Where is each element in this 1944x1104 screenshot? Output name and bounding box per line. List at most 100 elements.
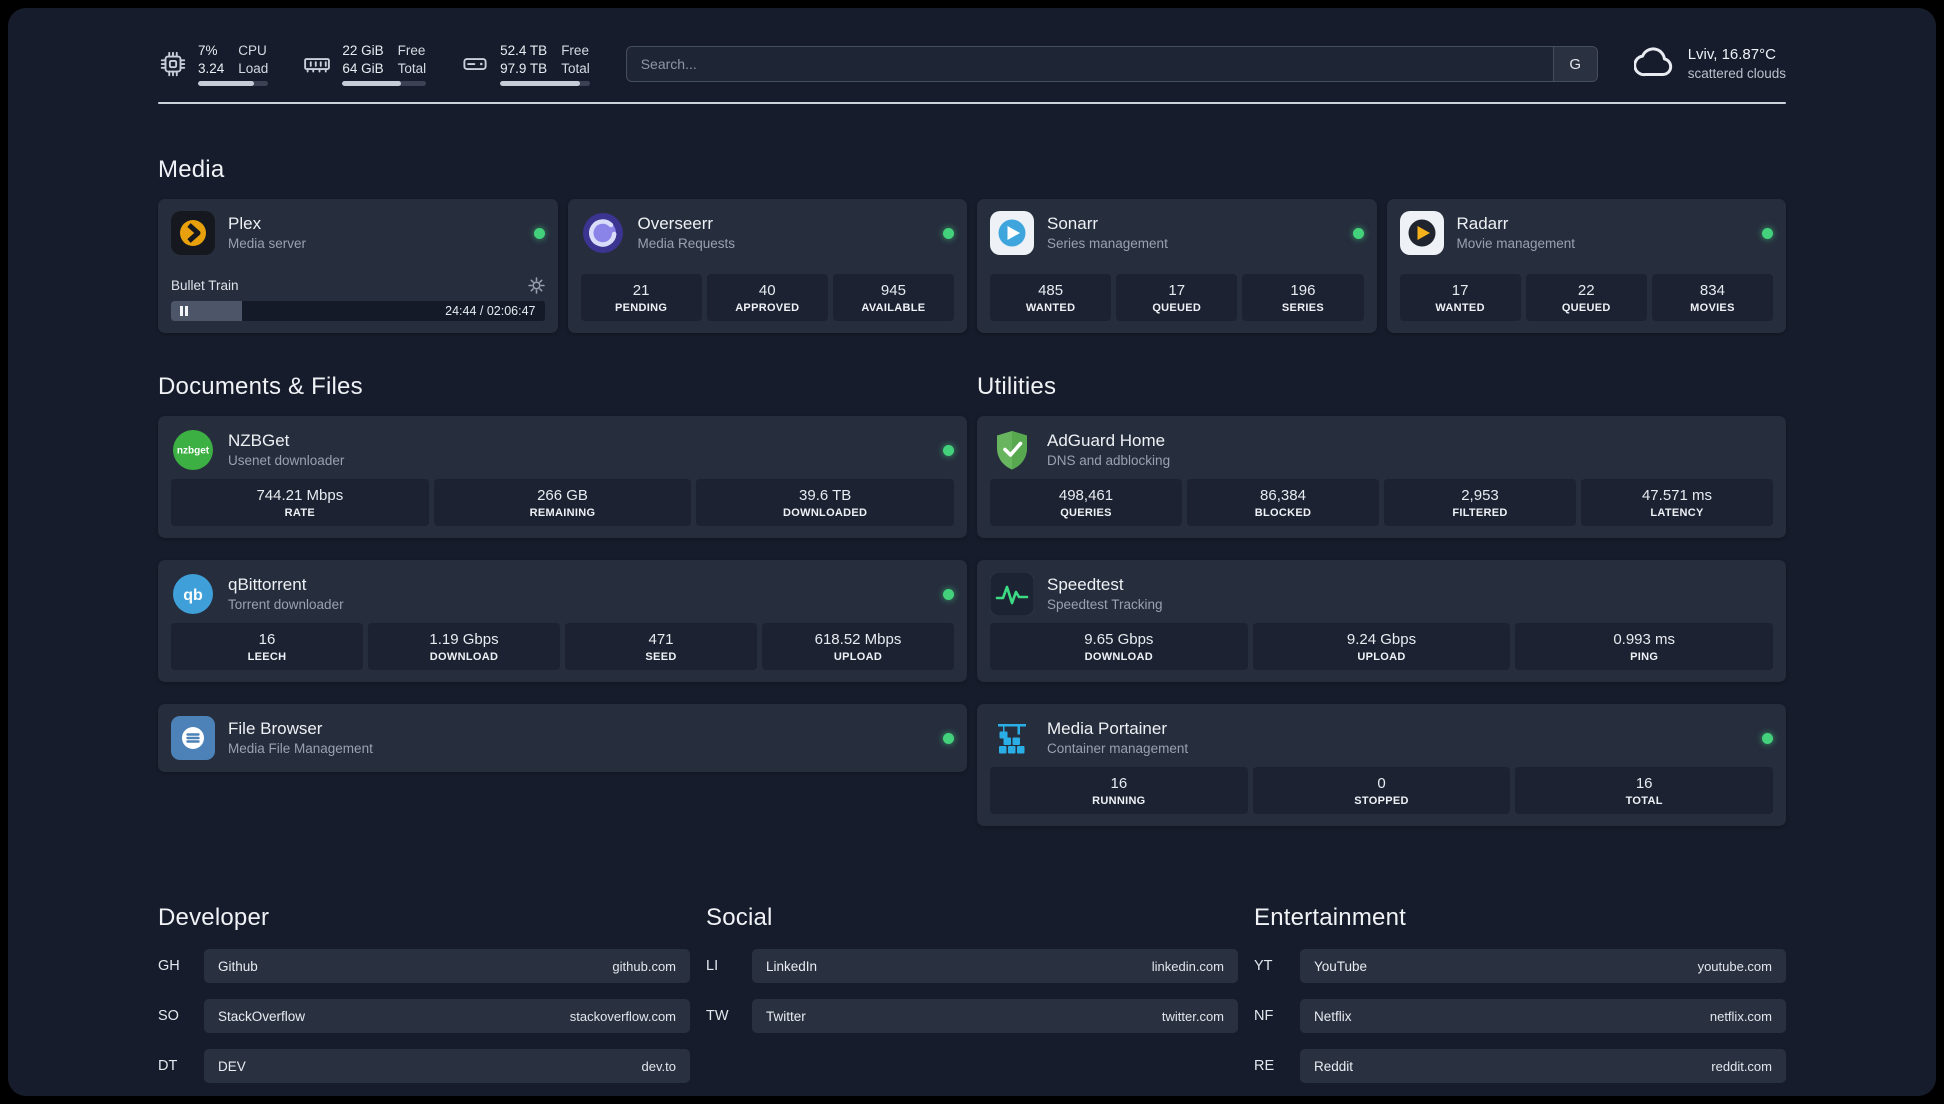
search-engine-button[interactable]: G [1552,47,1597,82]
pause-icon[interactable] [180,306,188,317]
disk-monitor: 52.4 TB 97.9 TB Free Total [460,42,590,87]
cpu-label-1: CPU [238,43,267,58]
weather-condition: scattered clouds [1687,66,1786,82]
stat-value: 266 GB [537,487,588,505]
bookmark-url: github.com [612,958,676,974]
disk-total-value: 97.9 TB [500,60,548,76]
stat-label: UPLOAD [833,651,883,664]
top-bar: 7% 3.24 CPU Load [158,42,1786,87]
stat-value: 16 [1635,775,1653,793]
bookmark-row: TW Twitter twitter.com [706,999,1238,1034]
speedtest-card[interactable]: Speedtest Speedtest Tracking 9.65 Gbps D… [977,560,1786,683]
ram-free-value: 22 GiB [342,43,384,58]
stat-label: MOVIES [1690,302,1735,315]
gear-icon[interactable] [527,277,545,294]
weather-location: Lviv, 16.87°C [1687,45,1776,63]
utilities-section: Utilities AdGuard Home [977,373,1786,827]
stat-value: 196 [1290,282,1316,300]
media-section: Media Plex Media server [158,156,1786,334]
stat-tile: 0.993 ms PING [1515,623,1774,671]
developer-section: Developer GH Github github.com SO StackO… [158,904,690,1084]
search-input[interactable] [625,46,1598,83]
bookmark-abbr: YT [1254,958,1273,975]
stat-label: QUEUED [1561,302,1611,315]
stat-tile: 47.571 ms LATENCY [1581,479,1773,527]
plex-now-playing: Bullet Train [171,278,239,294]
bookmark-abbr: NF [1254,1008,1274,1025]
stat-tile: 618.52 Mbps UPLOAD [762,623,954,671]
disk-progress-bar [500,81,590,87]
radarr-card[interactable]: Radarr Movie management 17 WANTED 22 QUE… [1386,199,1786,334]
stat-tile: 471 SEED [565,623,757,671]
stat-value: 945 [880,282,906,300]
bookmark-abbr: SO [158,1008,179,1025]
stat-label: DOWNLOAD [1084,651,1154,664]
bookmark-reddit[interactable]: Reddit reddit.com [1300,1049,1786,1084]
media-section-title: Media [158,156,225,184]
plex-name: Plex [228,214,262,234]
documents-section: Documents & Files nzbget NZBGet U [158,373,967,826]
stat-label: WANTED [1435,302,1485,315]
stat-value: 17 [1168,282,1186,300]
overseerr-icon [581,211,625,255]
adguard-card[interactable]: AdGuard Home DNS and adblocking 498,461 … [977,416,1786,539]
stat-label: APPROVED [735,302,800,315]
stat-label: UPLOAD [1357,651,1406,664]
stat-label: RUNNING [1092,795,1146,808]
stat-tile: 40 APPROVED [706,274,828,322]
documents-section-title: Documents & Files [158,373,363,401]
bookmark-abbr: TW [706,1008,729,1025]
stat-tile: 0 STOPPED [1252,767,1511,815]
bookmark-github[interactable]: Github github.com [204,949,690,984]
ram-progress-bar [342,81,427,87]
adguard-name: AdGuard Home [1047,431,1166,451]
stat-label: QUEUED [1152,302,1202,315]
filebrowser-card[interactable]: File Browser Media File Management [158,704,967,773]
bookmark-twitter[interactable]: Twitter twitter.com [752,999,1238,1034]
plex-progress-bar[interactable]: 24:44 / 02:06:47 [171,301,545,322]
bookmark-linkedin[interactable]: LinkedIn linkedin.com [752,949,1238,984]
stat-label: STOPPED [1354,795,1409,808]
stat-label: REMAINING [529,507,596,520]
stat-value: 9.65 Gbps [1084,631,1154,649]
stat-tile: 266 GB REMAINING [433,479,692,527]
stat-tile: 196 SERIES [1242,274,1364,322]
filebrowser-name: File Browser [228,719,323,739]
bookmark-row: YT YouTube youtube.com [1254,949,1786,984]
bookmark-row: RE Reddit reddit.com [1254,1049,1786,1084]
sonarr-card[interactable]: Sonarr Series management 485 WANTED 17 Q… [977,199,1377,334]
sonarr-status-dot [1352,227,1364,239]
plex-card[interactable]: Plex Media server Bullet Train [158,199,558,334]
portainer-name: Media Portainer [1047,719,1168,739]
stat-tile: 16 LEECH [171,623,363,671]
bookmark-url: youtube.com [1697,958,1772,974]
topbar-divider [158,102,1786,105]
stat-value: 16 [258,631,276,649]
bookmark-dev[interactable]: DEV dev.to [204,1049,690,1084]
entertainment-section: Entertainment YT YouTube youtube.com NF … [1254,904,1786,1084]
stat-label: AVAILABLE [861,302,926,315]
stat-label: QUERIES [1060,507,1112,520]
bookmark-youtube[interactable]: YouTube youtube.com [1300,949,1786,984]
ram-monitor: 22 GiB 64 GiB Free Total [302,42,427,87]
weather-widget: Lviv, 16.87°C scattered clouds [1633,43,1786,85]
nzbget-card[interactable]: nzbget NZBGet Usenet downloader 744.21 M… [158,416,967,539]
bookmark-name: StackOverflow [218,1008,306,1024]
stat-value: 2,953 [1461,487,1499,505]
stat-label: DOWNLOAD [429,651,499,664]
ram-label-2: Total [397,60,427,76]
bookmark-stackoverflow[interactable]: StackOverflow stackoverflow.com [204,999,690,1034]
overseerr-card[interactable]: Overseerr Media Requests 21 PENDING 40 A… [567,199,967,334]
qbittorrent-name: qBittorrent [228,575,307,595]
sonarr-name: Sonarr [1047,214,1099,234]
stat-tile: 39.6 TB DOWNLOADED [696,479,955,527]
qbittorrent-card[interactable]: qb qBittorrent Torrent downloader 16 LEE… [158,560,967,683]
bookmark-url: linkedin.com [1151,958,1224,974]
portainer-card[interactable]: Media Portainer Container management 16 … [977,704,1786,827]
bookmark-netflix[interactable]: Netflix netflix.com [1300,999,1786,1034]
stat-tile: 22 QUEUED [1525,274,1647,322]
stat-value: 39.6 TB [799,487,852,505]
bookmark-name: LinkedIn [766,958,818,974]
stat-value: 834 [1699,282,1725,300]
stat-tile: 485 WANTED [990,274,1112,322]
